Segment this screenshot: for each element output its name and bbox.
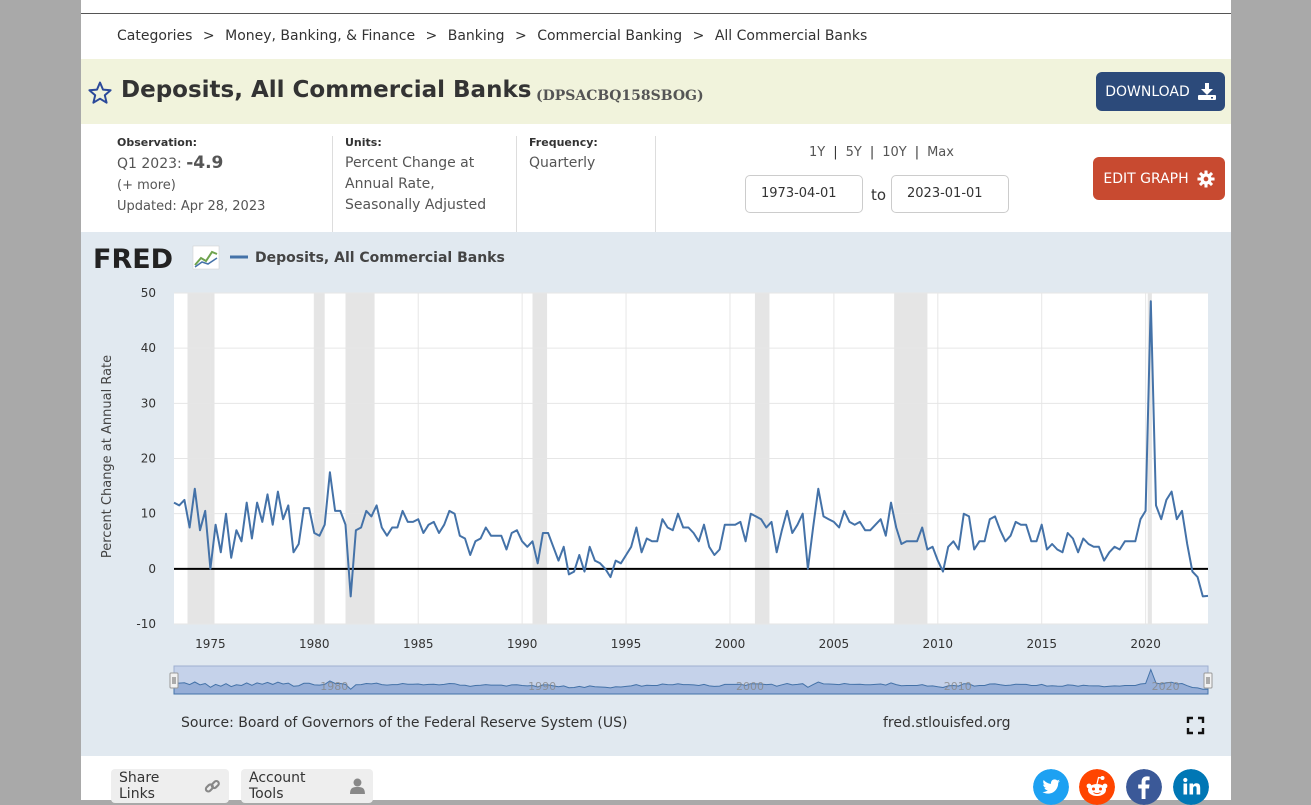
legend-label: Deposits, All Commercial Banks <box>255 250 505 266</box>
frequency-label: Frequency: <box>529 136 598 149</box>
navigator-handle[interactable] <box>1203 672 1213 689</box>
x-tick-label: 1985 <box>403 637 434 651</box>
range-10y-link[interactable]: 10Y <box>882 145 907 160</box>
share-links-button[interactable]: Share Links <box>111 769 229 803</box>
more-observations-link[interactable]: (+ more) <box>117 178 176 193</box>
y-tick-label: -10 <box>136 617 156 631</box>
x-tick-label: 1990 <box>507 637 538 651</box>
breadcrumb-separator: > <box>425 28 438 44</box>
fred-logo-graph-icon <box>192 245 220 270</box>
frequency-value: Quarterly <box>529 155 596 171</box>
fullscreen-icon[interactable] <box>1186 716 1205 735</box>
navigator-year-label: 1990 <box>528 680 556 693</box>
range-1y-link[interactable]: 1Y <box>809 145 826 160</box>
y-axis-label: Percent Change at Annual Rate <box>100 355 115 558</box>
y-tick-label: 20 <box>141 452 156 466</box>
y-tick-label: 0 <box>148 562 156 576</box>
updated-date: Updated: Apr 28, 2023 <box>117 199 266 214</box>
edit-graph-label: EDIT GRAPH <box>1103 170 1189 187</box>
breadcrumb-item-commercial-banking[interactable]: Commercial Banking <box>537 28 683 44</box>
y-tick-label: 10 <box>141 507 156 521</box>
linkedin-icon[interactable] <box>1173 769 1209 805</box>
breadcrumb-item-money-banking-finance[interactable]: Money, Banking, & Finance <box>225 28 416 44</box>
range-navigator[interactable]: 1980 1990 2000 2010 2020 <box>169 665 1213 695</box>
site-link[interactable]: fred.stlouisfed.org <box>883 715 1010 731</box>
observation-block: Observation: Q1 2023: -4.9 (+ more) Upda… <box>117 136 265 217</box>
series-line-deposits[interactable] <box>173 300 1209 598</box>
user-icon <box>350 778 365 794</box>
series-id: (DPSACBQ158SBOG) <box>536 88 704 104</box>
frequency-block: Frequency: Quarterly <box>529 136 598 174</box>
page-title: Deposits, All Commercial Banks <box>121 77 532 103</box>
x-tick-label: 1975 <box>195 637 226 651</box>
divider <box>655 136 656 232</box>
grid-lines <box>174 292 1208 625</box>
observation-period: Q1 2023: <box>117 156 182 172</box>
edit-graph-button[interactable]: EDIT GRAPH <box>1093 157 1225 200</box>
download-icon <box>1197 83 1216 100</box>
x-tick-label: 2010 <box>923 637 954 651</box>
navigator-year-label: 2000 <box>736 680 764 693</box>
source-text: Source: Board of Governors of the Federa… <box>181 715 627 731</box>
x-tick-label: 2000 <box>715 637 746 651</box>
download-button[interactable]: DOWNLOAD <box>1096 72 1225 111</box>
account-tools-button[interactable]: Account Tools <box>241 769 373 803</box>
end-date-input[interactable]: 2023-01-01 <box>891 175 1009 213</box>
star-icon[interactable] <box>87 81 113 105</box>
y-axis-ticks: -10 0 10 20 30 40 50 <box>136 286 156 631</box>
navigator-year-label: 2010 <box>944 680 972 693</box>
breadcrumb-item-categories[interactable]: Categories <box>117 28 193 44</box>
range-links: 1Y | 5Y | 10Y | Max <box>809 145 954 160</box>
range-5y-link[interactable]: 5Y <box>845 145 862 160</box>
observation-value: -4.9 <box>186 153 224 173</box>
breadcrumb-separator: > <box>692 28 705 44</box>
breadcrumb-item-all-commercial-banks[interactable]: All Commercial Banks <box>714 28 868 44</box>
units-block: Units: Percent Change at Annual Rate, Se… <box>345 136 505 216</box>
x-axis-ticks: 1975 1980 1985 1990 1995 2000 2005 2010 2015 2020 <box>195 637 1161 651</box>
top-strip <box>81 0 1231 14</box>
reddit-icon[interactable] <box>1079 769 1115 805</box>
y-tick-label: 50 <box>141 286 156 300</box>
navigator-handle[interactable] <box>169 672 179 689</box>
units-label: Units: <box>345 136 382 149</box>
y-tick-label: 40 <box>141 341 156 355</box>
navigator-series <box>173 668 1209 695</box>
breadcrumb-separator: > <box>202 28 215 44</box>
x-tick-label: 1980 <box>299 637 330 651</box>
x-tick-label: 2015 <box>1026 637 1057 651</box>
divider <box>516 136 517 232</box>
start-date-input[interactable]: 1973-04-01 <box>745 175 863 213</box>
range-max-link[interactable]: Max <box>927 145 954 160</box>
title-bar: Deposits, All Commercial Banks (DPSACBQ1… <box>81 59 1231 124</box>
gear-icon <box>1197 169 1215 188</box>
navigator-year-label: 2020 <box>1152 680 1180 693</box>
chart-panel: FRED Deposits, All Commercial Banks -10 0… <box>81 232 1231 756</box>
x-tick-label: 1995 <box>611 637 642 651</box>
fred-logo[interactable]: FRED <box>93 244 173 275</box>
link-icon <box>205 779 221 793</box>
divider <box>332 136 333 232</box>
y-tick-label: 30 <box>141 396 156 410</box>
download-label: DOWNLOAD <box>1105 83 1190 100</box>
breadcrumb-separator: > <box>515 28 527 44</box>
breadcrumb: Categories > Money, Banking, & Finance >… <box>117 28 867 44</box>
breadcrumb-item-banking[interactable]: Banking <box>447 28 505 44</box>
page: Categories > Money, Banking, & Finance >… <box>81 0 1231 805</box>
to-label: to <box>871 186 887 204</box>
navigator-year-label: 1980 <box>320 680 348 693</box>
line-chart: FRED Deposits, All Commercial Banks -10 0… <box>93 244 1213 735</box>
x-tick-label: 2020 <box>1130 637 1161 651</box>
observation-label: Observation: <box>117 136 198 149</box>
units-value: Percent Change at Annual Rate, Seasonall… <box>345 155 487 213</box>
share-links-label: Share Links <box>119 770 160 802</box>
facebook-icon[interactable] <box>1126 769 1162 805</box>
twitter-icon[interactable] <box>1033 769 1069 805</box>
x-tick-label: 2005 <box>819 637 850 651</box>
account-tools-label: Account Tools <box>249 770 306 802</box>
